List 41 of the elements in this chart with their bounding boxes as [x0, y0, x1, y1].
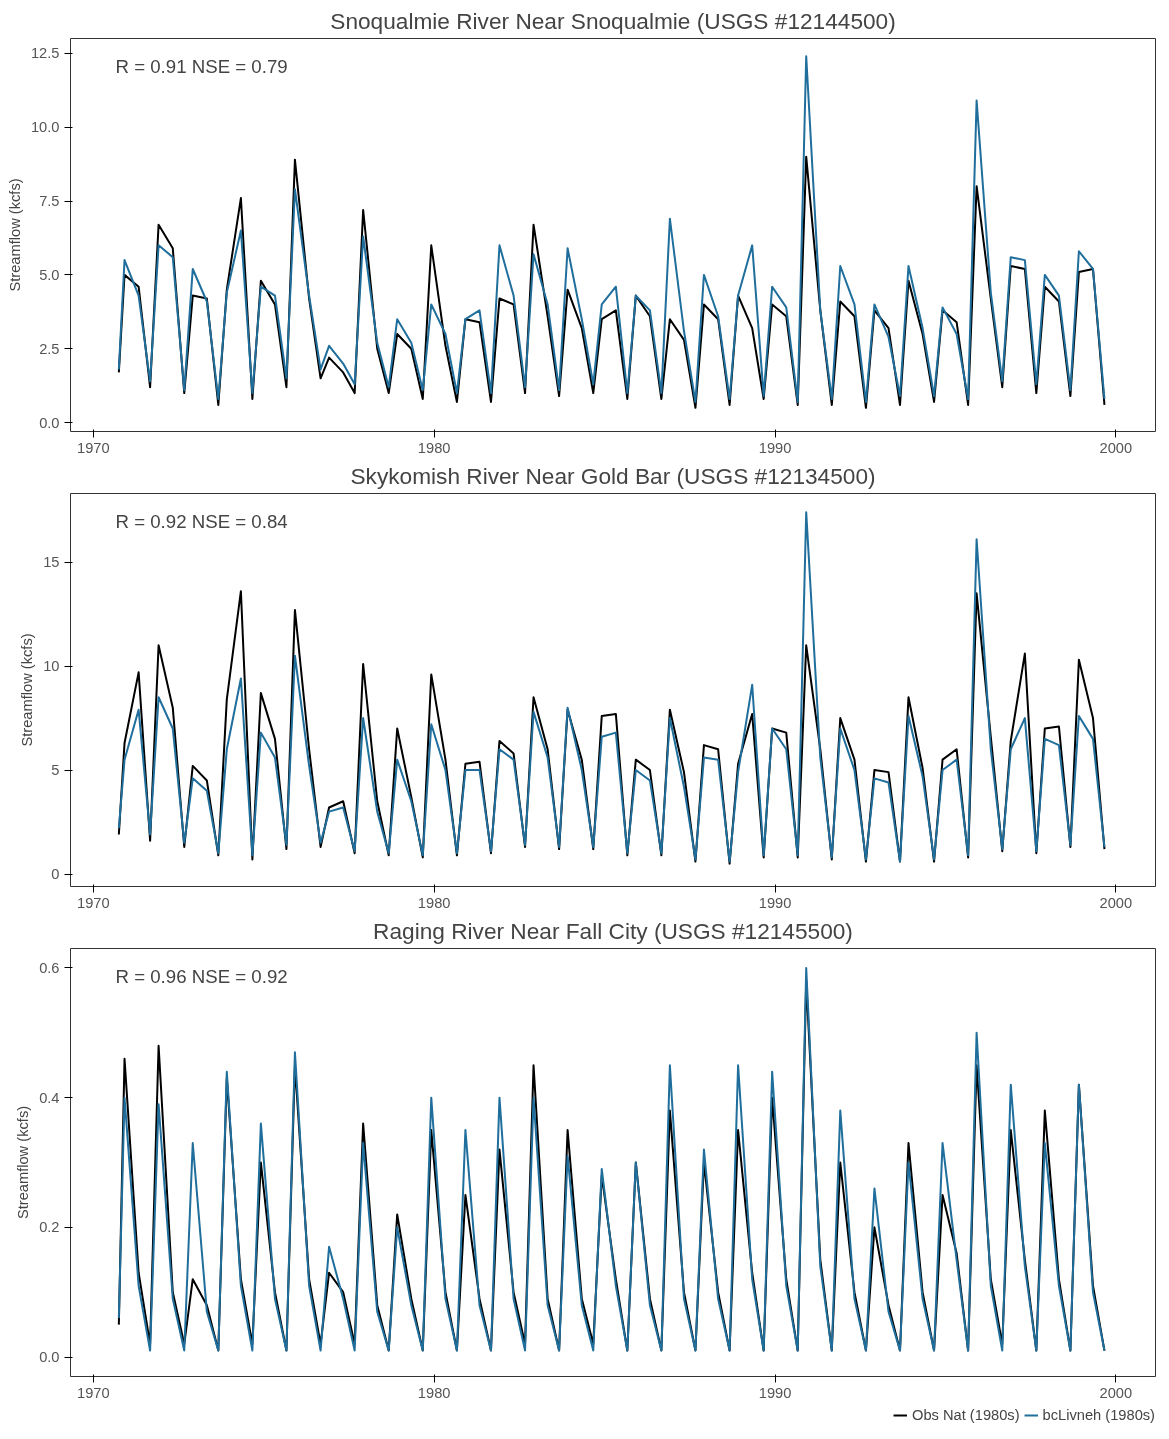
- y-tick-label: 0.2: [39, 1219, 60, 1236]
- y-tick-label: 12.5: [30, 45, 60, 62]
- y-tick-label: 2.5: [39, 340, 60, 357]
- y-axis-title: Streamflow (kcfs): [15, 1105, 32, 1220]
- chart-title: Snoqualmie River Near Snoqualmie (USGS #12144500): [330, 7, 896, 34]
- y-axis-title: Streamflow (kcfs): [19, 633, 36, 747]
- y-tick-label: 7.5: [39, 193, 60, 210]
- x-tick-label: 2000: [1099, 894, 1133, 911]
- y-tick-label: 0.4: [39, 1089, 60, 1106]
- y-tick-label: 0: [51, 866, 60, 883]
- y-tick-label: 0.6: [39, 959, 60, 976]
- chart-title: Raging River Near Fall City (USGS #12145500): [373, 917, 853, 944]
- x-tick-label: 1990: [758, 1384, 792, 1401]
- line-series: [117, 155, 1106, 409]
- line-series: [117, 590, 1106, 865]
- annotation: R = 0.96 NSE = 0.92: [115, 965, 288, 987]
- annotation: R = 0.91 NSE = 0.79: [115, 55, 288, 77]
- x-tick-label: 1990: [758, 894, 792, 911]
- y-tick-label: 15: [43, 554, 60, 571]
- line-series: [117, 55, 1106, 403]
- x-tick-label: 2000: [1099, 439, 1133, 456]
- y-tick-label: 5.0: [39, 266, 60, 283]
- x-tick-label: 1980: [417, 894, 451, 911]
- line-series: [117, 511, 1106, 863]
- y-tick-label: 0.0: [39, 414, 60, 431]
- chart-title: Skykomish River Near Gold Bar (USGS #12134500): [350, 462, 876, 489]
- y-tick-label: 10: [43, 658, 60, 675]
- x-tick-label: 1980: [417, 1384, 451, 1401]
- x-tick-label: 1990: [758, 439, 792, 456]
- y-tick-label: 10.0: [30, 119, 60, 136]
- x-tick-label: 1970: [77, 439, 110, 456]
- y-tick-label: 0.0: [39, 1349, 60, 1366]
- x-tick-label: 2000: [1099, 1384, 1133, 1401]
- x-tick-label: 1980: [417, 439, 451, 456]
- x-tick-label: 1970: [77, 894, 110, 911]
- y-tick-label: 5: [51, 762, 60, 779]
- legend-label: bcLivneh (1980s): [1042, 1407, 1155, 1423]
- x-tick-label: 1970: [77, 1384, 110, 1401]
- y-axis-title: Streamflow (kcfs): [6, 178, 23, 292]
- annotation: R = 0.92 NSE = 0.84: [115, 510, 288, 532]
- legend-label: Obs Nat (1980s): [912, 1407, 1020, 1423]
